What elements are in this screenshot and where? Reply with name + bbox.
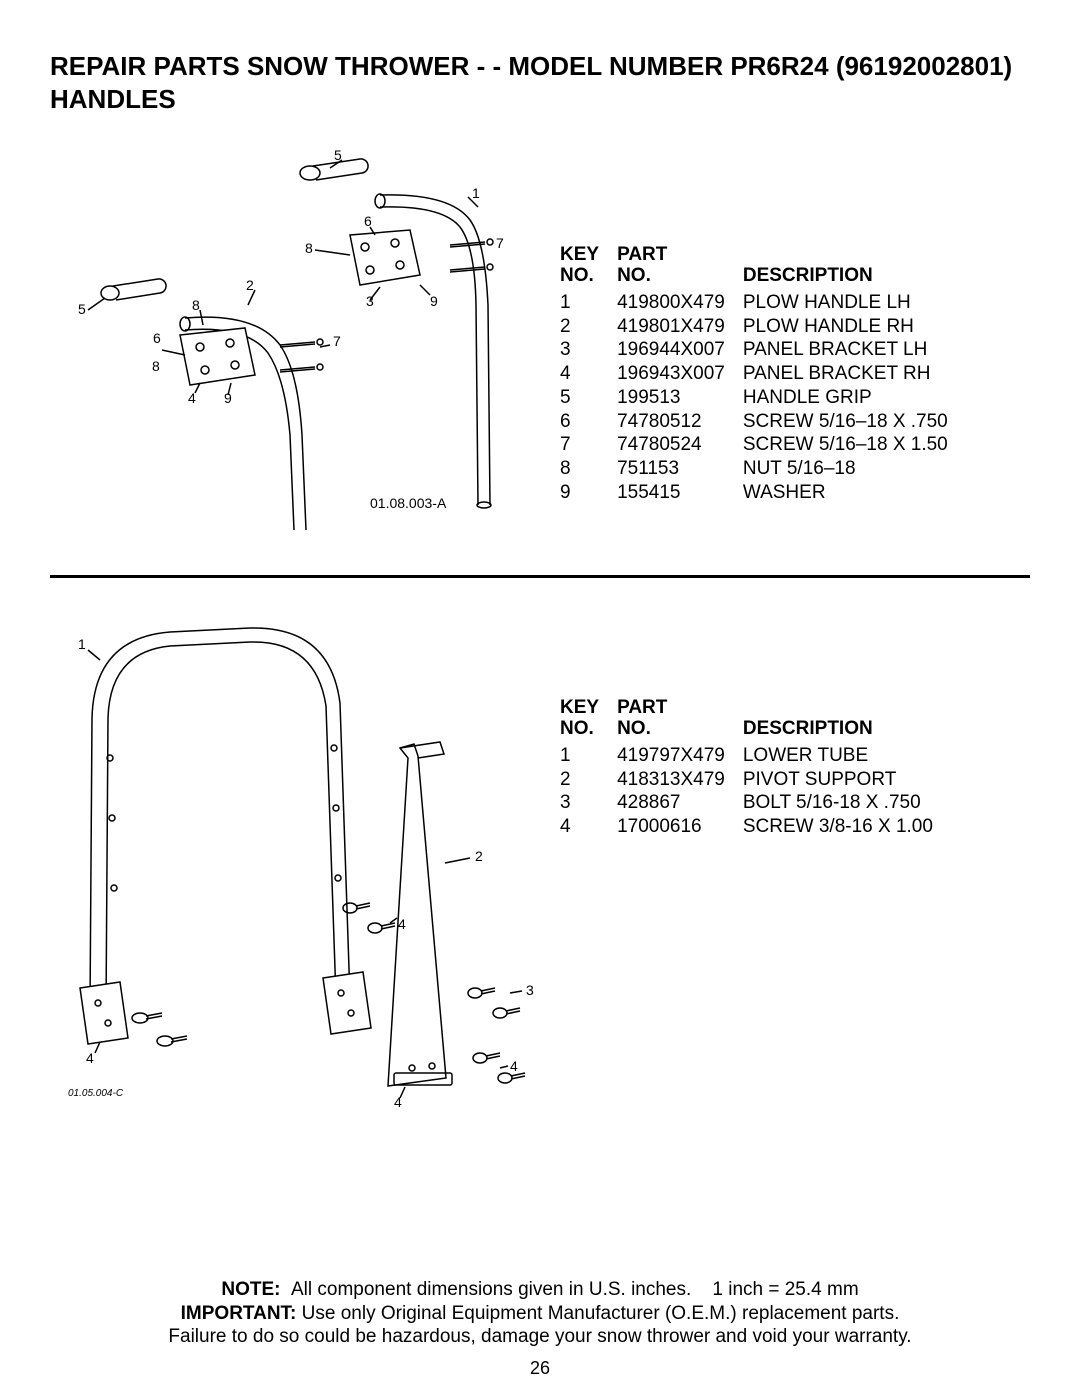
callout-b4b: 4 [86,1050,94,1066]
callout-4: 4 [188,390,196,406]
section-divider [50,575,1030,578]
callout-b2: 2 [475,848,483,864]
callout-8: 8 [305,240,313,256]
diagram-lower-tube: 1 2 3 4 4 4 4 01.05.004-C [50,598,540,1118]
table-row: 2418313X479PIVOT SUPPORT [560,768,951,792]
section-lower-tube: 1 2 3 4 4 4 4 01.05.004-C KEYNO. PARTNO.… [50,598,1030,1118]
table-row: 8751153NUT 5/16–18 [560,457,966,481]
callout-b4c: 4 [510,1058,518,1074]
diagram-handles: 5 1 6 8 7 3 9 5 2 8 6 8 4 9 7 01.08.003-… [50,135,540,545]
table-row: 9155415WASHER [560,481,966,505]
callout-b4: 4 [398,916,406,932]
page-title: REPAIR PARTS SNOW THROWER - - MODEL NUMB… [50,50,1030,115]
callout-8c: 8 [152,358,160,374]
handles-svg [50,135,540,545]
col-key: KEYNO. [560,245,617,291]
table-row: 3196944X007PANEL BRACKET LH [560,338,966,362]
callout-7: 7 [496,235,504,251]
table-header-row: KEYNO. PARTNO. DESCRIPTION [560,245,966,291]
callout-b4d: 4 [394,1094,402,1110]
col-desc: DESCRIPTION [743,245,966,291]
callout-b3: 3 [526,982,534,998]
col-part: PARTNO. [617,698,743,744]
callout-6b: 6 [153,330,161,346]
table-row: 3428867BOLT 5/16-18 X .750 [560,791,951,815]
footer-warning: Failure to do so could be hazardous, dam… [0,1325,1080,1349]
footer-notes: NOTE: All component dimensions given in … [0,1278,1080,1349]
table-row: 1419797X479LOWER TUBE [560,744,951,768]
callout-2: 2 [246,277,254,293]
callout-7b: 7 [333,333,341,349]
section-handles: 5 1 6 8 7 3 9 5 2 8 6 8 4 9 7 01.08.003-… [50,135,1030,545]
col-key: KEYNO. [560,698,617,744]
callout-9b: 9 [224,390,232,406]
col-part: PARTNO. [617,245,743,291]
footer-important: IMPORTANT: Use only Original Equipment M… [0,1302,1080,1326]
callout-6: 6 [364,213,372,229]
table-header-row: KEYNO. PARTNO. DESCRIPTION [560,698,951,744]
table-row: 4196943X007PANEL BRACKET RH [560,362,966,386]
callout-8b: 8 [192,297,200,313]
page: REPAIR PARTS SNOW THROWER - - MODEL NUMB… [0,0,1080,1397]
col-desc: DESCRIPTION [743,698,951,744]
callout-b1: 1 [78,636,86,652]
table-row: 2419801X479PLOW HANDLE RH [560,315,966,339]
parts-table-lower: KEYNO. PARTNO. DESCRIPTION 1419797X479LO… [560,698,951,839]
lower-tube-svg [50,598,540,1118]
parts-table-handles: KEYNO. PARTNO. DESCRIPTION 1419800X479PL… [560,245,966,505]
footer-note: NOTE: All component dimensions given in … [0,1278,1080,1302]
table-row: 1419800X479PLOW HANDLE LH [560,291,966,315]
callout-1: 1 [472,185,480,201]
drawing-ref-top: 01.08.003-A [370,495,446,511]
callout-3: 3 [366,293,374,309]
callout-5b: 5 [78,301,86,317]
table-row: 674780512SCREW 5/16–18 X .750 [560,410,966,434]
table-row: 417000616SCREW 3/8-16 X 1.00 [560,815,951,839]
table-row: 774780524SCREW 5/16–18 X 1.50 [560,433,966,457]
title-line1: REPAIR PARTS SNOW THROWER - - MODEL NUMB… [50,51,1012,81]
table-row: 5199513HANDLE GRIP [560,386,966,410]
title-line2: HANDLES [50,84,176,114]
page-number: 26 [0,1358,1080,1379]
callout-5: 5 [334,147,342,163]
callout-9: 9 [430,293,438,309]
drawing-ref-bottom: 01.05.004-C [68,1088,123,1099]
